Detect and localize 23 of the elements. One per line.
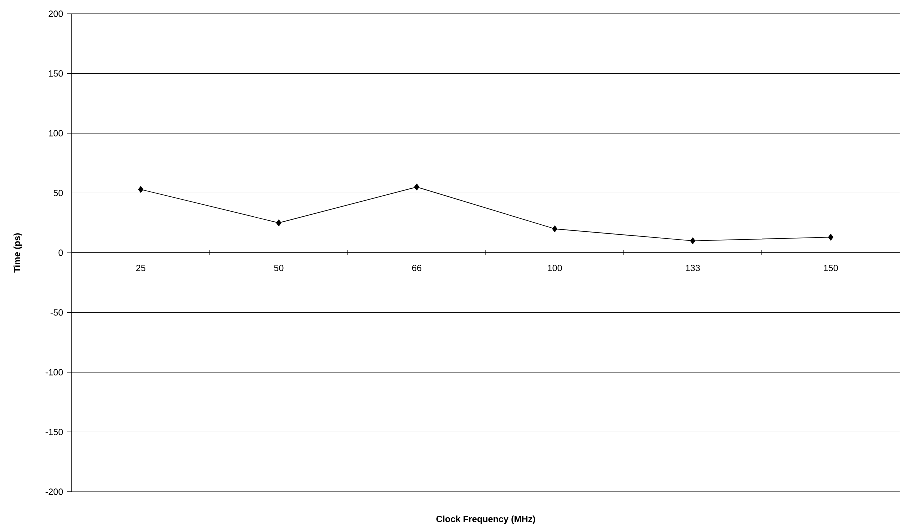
x-axis-title: Clock Frequency (MHz) (436, 516, 536, 524)
y-tick-label: -150 (46, 429, 64, 436)
y-tick-label: -200 (46, 488, 64, 496)
x-tick-label: 25 (136, 265, 146, 272)
x-tick-label: 150 (824, 265, 838, 272)
point (690, 238, 696, 244)
y-tick-label: -100 (46, 369, 64, 376)
point (138, 186, 144, 194)
point (552, 226, 558, 232)
x-tick-label: 100 (548, 265, 562, 272)
y-tick-label: 150 (49, 70, 64, 77)
y-axis-title: Time (ps) (14, 234, 22, 273)
point (828, 234, 834, 241)
y-tick-label: -50 (50, 310, 64, 316)
x-tick-label: 50 (274, 265, 284, 272)
y-tick-label: 0 (58, 250, 64, 256)
x-tick-label: 133 (686, 265, 700, 272)
point (276, 220, 282, 226)
y-tick-label: 50 (54, 190, 64, 196)
y-tick-label: 200 (48, 10, 64, 18)
x-tick-label: 66 (412, 265, 422, 272)
y-tick-label: 100 (49, 130, 64, 137)
point (414, 184, 420, 191)
